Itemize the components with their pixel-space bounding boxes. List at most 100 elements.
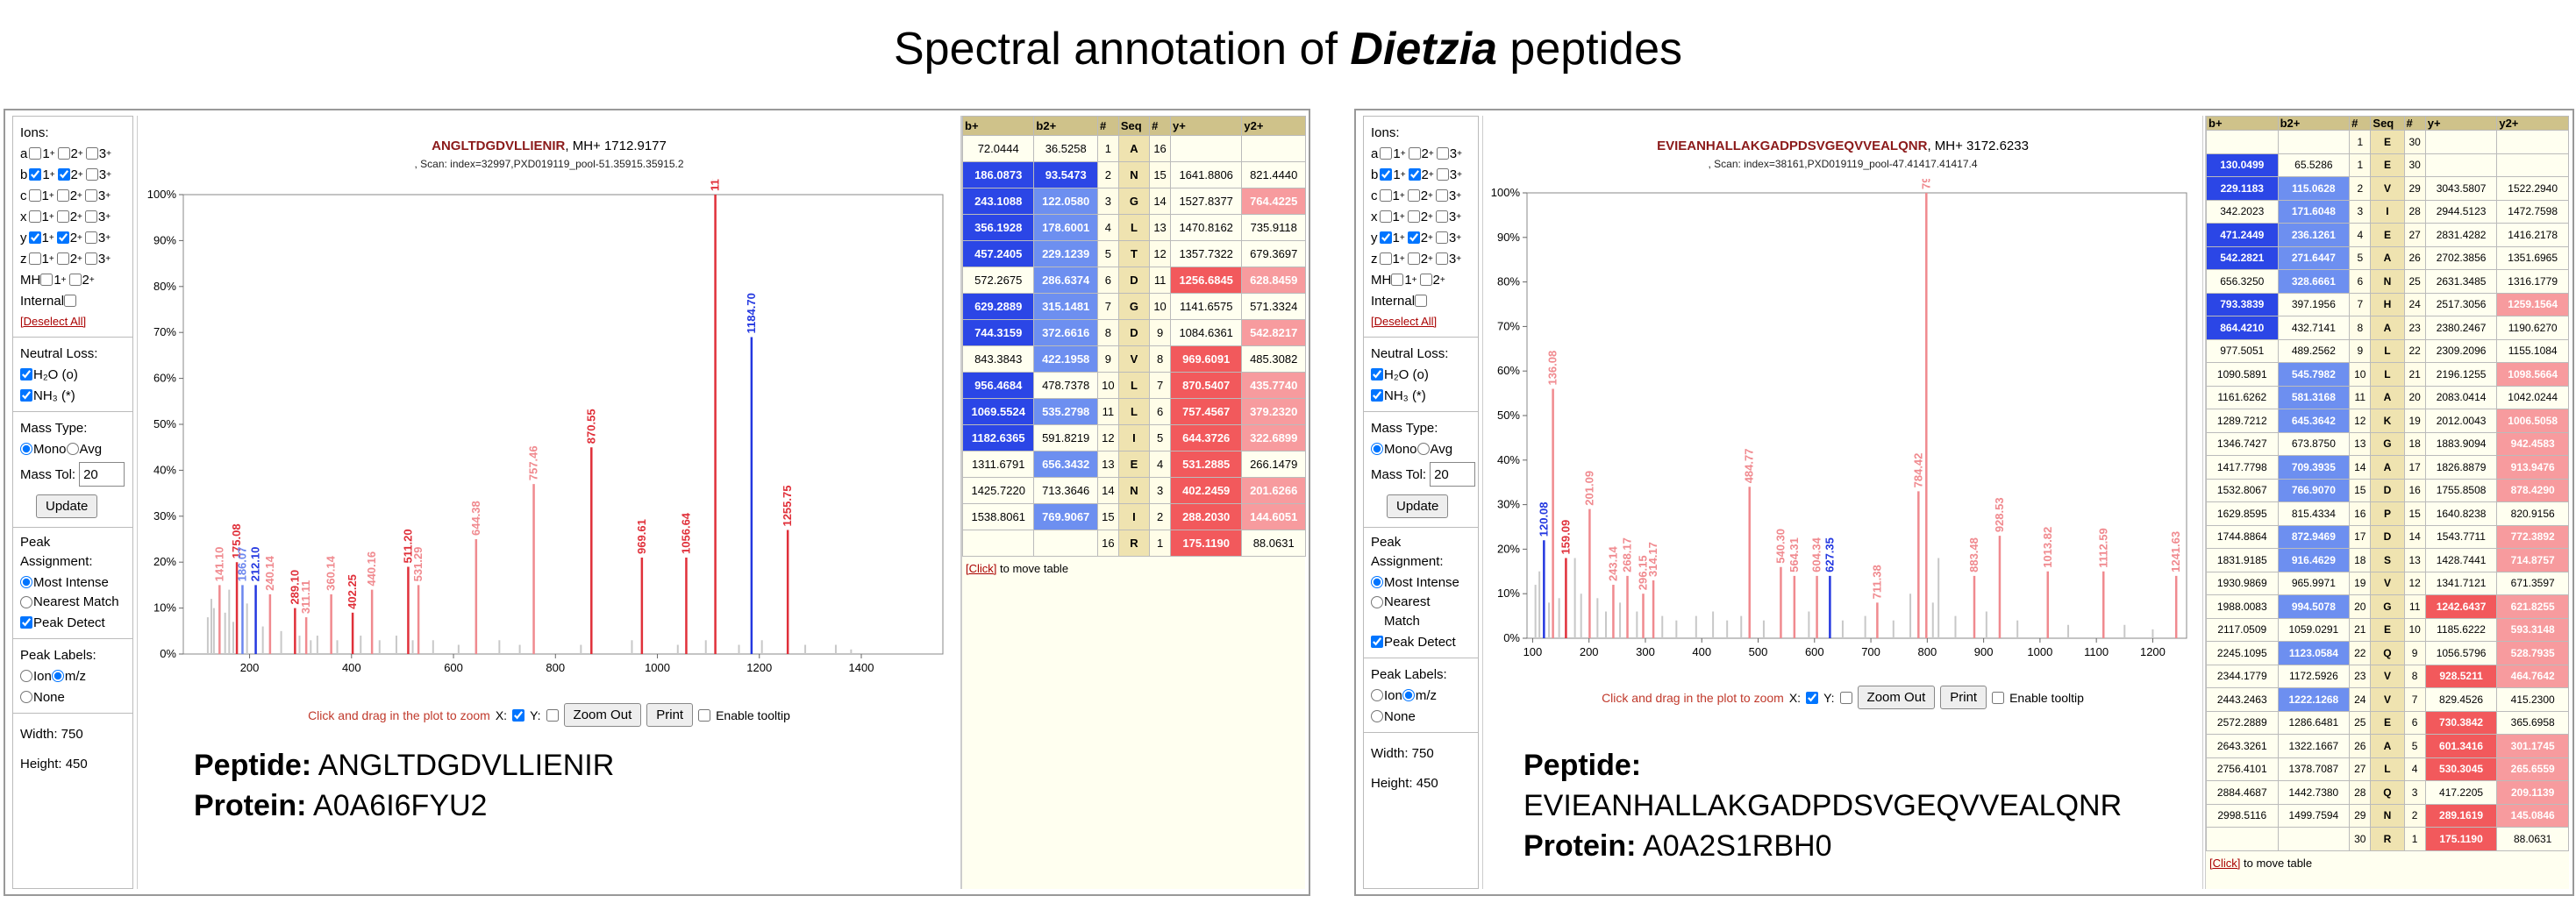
- zoom-out-button[interactable]: Zoom Out: [1857, 686, 1936, 709]
- ion-x-charge-1-checkbox[interactable]: [28, 210, 41, 223]
- label-ion-radio[interactable]: [1371, 689, 1383, 701]
- peak-label: 243.14: [1606, 546, 1619, 582]
- mh-charge-1-checkbox[interactable]: [1391, 274, 1404, 286]
- mh-charge-2-checkbox[interactable]: [68, 274, 82, 286]
- ion-x-charge-3-checkbox[interactable]: [84, 210, 97, 223]
- deselect-all-link[interactable]: [Deselect All]: [20, 315, 87, 328]
- avg-radio[interactable]: [1416, 443, 1430, 455]
- ion-b-charge-3-checkbox[interactable]: [85, 168, 98, 181]
- ion-y-charge-1-checkbox[interactable]: [28, 231, 41, 244]
- ion-c-charge-1-checkbox[interactable]: [1379, 189, 1392, 202]
- ion-a-charge-3-checkbox[interactable]: [85, 147, 98, 160]
- print-button[interactable]: Print: [1940, 686, 1987, 709]
- internal-checkbox[interactable]: [64, 295, 77, 307]
- ion-b-charge-2-checkbox[interactable]: [57, 168, 70, 181]
- charge-label: 2: [69, 209, 78, 224]
- ion-b-charge-1-checkbox[interactable]: [29, 168, 42, 181]
- mh-charge-1-checkbox[interactable]: [40, 274, 54, 286]
- mass-tol-input[interactable]: [1430, 462, 1476, 487]
- ion-x-charge-3-checkbox[interactable]: [1435, 210, 1448, 223]
- ion-x-charge-2-checkbox[interactable]: [56, 210, 69, 223]
- nh3-loss-checkbox[interactable]: [1371, 389, 1383, 402]
- internal-checkbox[interactable]: [1415, 295, 1428, 307]
- ion-a-charge-1-checkbox[interactable]: [1380, 147, 1393, 160]
- label-none-radio[interactable]: [1371, 710, 1383, 722]
- table-cell: 1527.8377: [1169, 188, 1243, 215]
- mono-radio[interactable]: [1371, 443, 1383, 455]
- most-intense-radio[interactable]: [1371, 576, 1383, 588]
- ion-y-charge-3-checkbox[interactable]: [1435, 231, 1448, 244]
- table-cell: 2083.0414: [2424, 385, 2498, 409]
- ion-z-charge-3-checkbox[interactable]: [84, 252, 97, 265]
- zoom-x-checkbox[interactable]: [1806, 691, 1819, 704]
- update-button[interactable]: Update: [1387, 494, 1449, 518]
- ion-y-charge-1-checkbox[interactable]: [1379, 231, 1392, 244]
- move-table-link[interactable]: [Click]: [2209, 856, 2241, 870]
- ion-c-charge-2-checkbox[interactable]: [1407, 189, 1420, 202]
- nearest-match-radio[interactable]: [20, 596, 32, 608]
- nearest-match-radio[interactable]: [1371, 596, 1383, 608]
- table-cell: V: [2370, 687, 2405, 712]
- label-none-radio[interactable]: [20, 691, 32, 703]
- neutral-loss-label: Neutral Loss:: [1371, 345, 1449, 361]
- table-cell: 766.9070: [2277, 478, 2351, 502]
- label-ion-radio[interactable]: [20, 670, 32, 682]
- ion-c-charge-1-checkbox[interactable]: [28, 189, 41, 202]
- h2o-loss-checkbox[interactable]: [20, 368, 32, 380]
- table-cell: 969.6091: [1169, 345, 1243, 373]
- move-table-link[interactable]: [Click]: [966, 562, 997, 575]
- h2o-loss-checkbox[interactable]: [1371, 368, 1383, 380]
- zoom-x-checkbox[interactable]: [512, 708, 525, 722]
- ion-y-charge-2-checkbox[interactable]: [56, 231, 69, 244]
- ion-b-charge-2-checkbox[interactable]: [1408, 168, 1421, 181]
- ion-y-charge-2-checkbox[interactable]: [1407, 231, 1420, 244]
- ion-z-charge-2-checkbox[interactable]: [56, 252, 69, 265]
- table-cell: H: [2370, 292, 2405, 316]
- deselect-all-link[interactable]: [Deselect All]: [1371, 315, 1438, 328]
- spectrum-chart[interactable]: 0% 10% 20% 30% 40% 50% 60% 70% 80% 90% 100% 100 200 3…: [1485, 179, 2202, 679]
- ion-a-charge-2-checkbox[interactable]: [57, 147, 70, 160]
- ion-x-charge-2-checkbox[interactable]: [1407, 210, 1420, 223]
- zoom-y-checkbox[interactable]: [546, 708, 559, 722]
- ion-z-charge-1-checkbox[interactable]: [1379, 252, 1392, 265]
- table-row: 656.3250 328.6661 6 N 25 2631.3485 1316.1779: [2206, 269, 2569, 294]
- avg-radio[interactable]: [66, 443, 79, 455]
- enable-tooltip-checkbox[interactable]: [698, 708, 711, 722]
- ion-c-charge-3-checkbox[interactable]: [84, 189, 97, 202]
- zoom-out-button[interactable]: Zoom Out: [563, 703, 642, 727]
- label-mz-radio[interactable]: [51, 670, 64, 682]
- ion-c-charge-3-checkbox[interactable]: [1435, 189, 1448, 202]
- print-button[interactable]: Print: [646, 703, 694, 727]
- nh3-loss-checkbox[interactable]: [20, 389, 32, 402]
- ion-b-charge-3-checkbox[interactable]: [1436, 168, 1449, 181]
- spectrum-chart[interactable]: 0% 10% 20% 30% 40% 50% 60% 70% 80% 90% 100% 200 400 6…: [139, 179, 960, 696]
- ion-z-charge-2-checkbox[interactable]: [1407, 252, 1420, 265]
- x-tick-label: 800: [546, 661, 565, 674]
- update-button[interactable]: Update: [36, 494, 98, 518]
- mh-charge-2-checkbox[interactable]: [1419, 274, 1432, 286]
- column-header: #: [2403, 116, 2426, 131]
- table-cell: 464.7642: [2496, 664, 2569, 688]
- ion-a-charge-3-checkbox[interactable]: [1436, 147, 1449, 160]
- ion-c-charge-2-checkbox[interactable]: [56, 189, 69, 202]
- mass-tol-input[interactable]: [79, 462, 125, 487]
- charge-sign: +: [49, 148, 55, 159]
- ion-x-charge-1-checkbox[interactable]: [1379, 210, 1392, 223]
- peak-detect-checkbox[interactable]: [1371, 636, 1383, 648]
- ion-b-charge-1-checkbox[interactable]: [1380, 168, 1393, 181]
- mono-radio[interactable]: [20, 443, 32, 455]
- zoom-y-checkbox[interactable]: [1839, 691, 1852, 704]
- table-cell: 1470.8162: [1169, 214, 1243, 241]
- label-mz-radio[interactable]: [1402, 689, 1415, 701]
- ion-a-charge-2-checkbox[interactable]: [1408, 147, 1421, 160]
- ion-y-charge-3-checkbox[interactable]: [84, 231, 97, 244]
- y-tick-label: 40%: [153, 463, 176, 476]
- enable-tooltip-checkbox[interactable]: [1992, 691, 2005, 704]
- peak-detect-checkbox[interactable]: [20, 616, 32, 629]
- charge-label: 2: [1421, 146, 1429, 161]
- table-cell: 22: [2403, 338, 2426, 363]
- ion-z-charge-3-checkbox[interactable]: [1435, 252, 1448, 265]
- most-intense-radio[interactable]: [20, 576, 32, 588]
- ion-a-charge-1-checkbox[interactable]: [29, 147, 42, 160]
- ion-z-charge-1-checkbox[interactable]: [28, 252, 41, 265]
